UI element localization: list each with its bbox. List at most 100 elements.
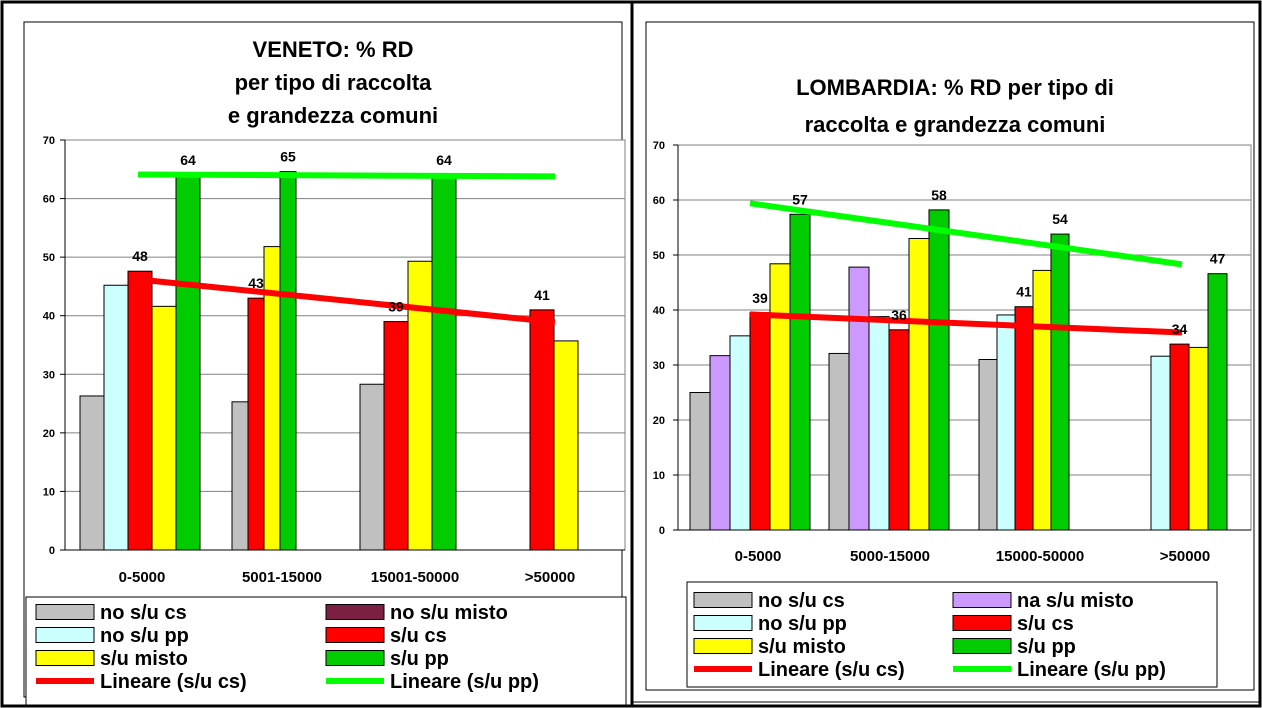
veneto-y-tick-label: 20 (43, 428, 55, 440)
veneto-data-label: 65 (280, 149, 296, 165)
veneto-y-tick-label: 70 (43, 135, 55, 147)
veneto-legend-swatch (35, 650, 95, 666)
lombardia-legend-label: Lineare (s/u pp) (1017, 659, 1166, 681)
lombardia-trendline (749, 311, 1183, 336)
lombardia-bar-s-u-cs (749, 312, 771, 531)
lombardia-y-tick-label: 50 (653, 250, 665, 262)
lombardia-bars (689, 209, 1228, 531)
lombardia-bar-s-u-pp (1050, 233, 1070, 531)
veneto-legend-label: Lineare (s/u cs) (100, 671, 247, 693)
lombardia-y-tick-label: 70 (653, 140, 665, 152)
veneto-bar-s-u-pp (175, 174, 201, 551)
lombardia-x-category-label: 0-5000 (735, 548, 782, 565)
lombardia-trendline (749, 200, 1183, 268)
veneto-bar-no-s-u-cs (79, 395, 105, 551)
lombardia-legend-swatch (952, 638, 1012, 654)
lombardia-x-categories: 0-5000 5000-15000 15000-50000 >50000 (735, 548, 1211, 565)
lombardia-chart-title: LOMBARDIA: % RD per tipo di raccolta e gr… (796, 75, 1114, 137)
veneto-legend-label: Lineare (s/u pp) (390, 671, 539, 693)
lombardia-chart: LOMBARDIA: % RD per tipo di raccolta e gr… (645, 21, 1255, 691)
veneto-x-category-label: 5001-15000 (242, 569, 322, 586)
veneto-y-tick-label: 40 (43, 311, 55, 323)
lombardia-trendlines (749, 200, 1183, 336)
lombardia-data-label: 57 (792, 191, 808, 207)
lombardia-bar-s-u-pp (789, 213, 811, 531)
lombardia-legend-label: na s/u misto (1017, 590, 1134, 612)
veneto-bar-s-u-cs (127, 270, 153, 551)
lombardia-y-tick-label: 20 (653, 415, 665, 427)
lombardia-data-label: 41 (1016, 284, 1032, 300)
lombardia-legend-label: s/u cs (1017, 613, 1074, 635)
veneto-bar-s-u-cs (247, 297, 265, 551)
lombardia-legend-label: no s/u cs (758, 590, 845, 612)
veneto-data-labels: 48 64 43 65 39 64 41 (132, 149, 550, 315)
veneto-x-category-label: >50000 (525, 569, 575, 586)
lombardia-legend-label: no s/u pp (758, 613, 847, 635)
lombardia-bar-na-s-u-misto (709, 355, 731, 531)
veneto-trendline (137, 276, 556, 326)
lombardia-y-tick-label: 60 (653, 195, 665, 207)
lombardia-legend-swatch (693, 638, 753, 654)
lombardia-data-label: 54 (1052, 211, 1068, 227)
veneto-title-line: per tipo di raccolta (235, 70, 433, 95)
veneto-bar-s-u-pp (279, 171, 297, 551)
lombardia-bar-no-s-u-cs (978, 359, 998, 531)
veneto-chart: VENETO: % RD per tipo di raccolta e grande… (23, 21, 627, 706)
veneto-data-label: 41 (534, 287, 550, 303)
veneto-bar-s-u-misto (553, 340, 579, 551)
lombardia-data-label: 58 (931, 187, 947, 203)
lombardia-title-line: raccolta e grandezza comuni (805, 112, 1106, 137)
veneto-trendlines (137, 171, 556, 326)
veneto-data-label: 64 (436, 152, 452, 168)
veneto-bar-s-u-misto (151, 305, 177, 551)
veneto-y-tick-label: 0 (49, 545, 55, 557)
veneto-bar-no-s-u-pp (103, 284, 129, 551)
lombardia-title-line: LOMBARDIA: % RD per tipo di (796, 75, 1114, 100)
veneto-bar-s-u-cs (529, 309, 555, 551)
lombardia-data-label: 36 (891, 307, 907, 323)
veneto-legend-label: no s/u misto (390, 602, 508, 624)
veneto-y-tick-label: 10 (43, 486, 55, 498)
veneto-x-category-label: 0-5000 (119, 569, 166, 586)
lombardia-bar-s-u-cs (888, 329, 910, 531)
veneto-data-label: 64 (180, 152, 196, 168)
veneto-bar-s-u-pp (431, 174, 457, 551)
veneto-y-tick-label: 30 (43, 369, 55, 381)
lombardia-bar-s-u-cs (1169, 343, 1190, 531)
veneto-x-category-label: 15001-50000 (371, 569, 459, 586)
veneto-title-line: VENETO: % RD (253, 37, 414, 62)
veneto-chart-title: VENETO: % RD per tipo di raccolta e grande… (228, 37, 438, 128)
lombardia-bar-no-s-u-cs (828, 352, 850, 531)
lombardia-bar-s-u-misto (769, 263, 791, 531)
lombardia-data-label: 39 (752, 290, 768, 306)
veneto-title-line: e grandezza comuni (228, 103, 438, 128)
lombardia-y-tick-label: 30 (653, 360, 665, 372)
lombardia-x-category-label: >50000 (1160, 548, 1210, 565)
veneto-legend-swatch (325, 604, 385, 620)
veneto-bar-no-s-u-cs (359, 383, 385, 551)
lombardia-bar-s-u-misto (1032, 269, 1052, 531)
lombardia-bar-no-s-u-cs (689, 392, 711, 531)
veneto-legend-swatch (325, 650, 385, 666)
lombardia-bar-s-u-misto (908, 238, 930, 531)
lombardia-data-label: 47 (1210, 251, 1226, 267)
veneto-legend-swatch (35, 604, 95, 620)
veneto-legend-swatch (35, 627, 95, 643)
lombardia-bar-s-u-pp (928, 209, 950, 531)
veneto-x-categories: 0-5000 5001-15000 15001-50000 >50000 (119, 569, 576, 586)
lombardia-data-labels: 39 57 36 58 41 54 34 47 (752, 187, 1225, 337)
veneto-y-tick-label: 60 (43, 194, 55, 206)
lombardia-bar-na-s-u-misto (848, 266, 870, 531)
lombardia-bar-s-u-pp (1207, 273, 1228, 531)
lombardia-bar-no-s-u-pp (996, 314, 1016, 531)
veneto-trendline (137, 171, 556, 180)
lombardia-legend-label: s/u misto (758, 636, 846, 658)
veneto-legend-label: no s/u cs (100, 602, 187, 624)
lombardia-bar-no-s-u-pp (1150, 355, 1171, 531)
veneto-y-tick-label: 50 (43, 252, 55, 264)
veneto-data-label: 48 (132, 248, 148, 264)
lombardia-y-tick-label: 10 (653, 470, 665, 482)
